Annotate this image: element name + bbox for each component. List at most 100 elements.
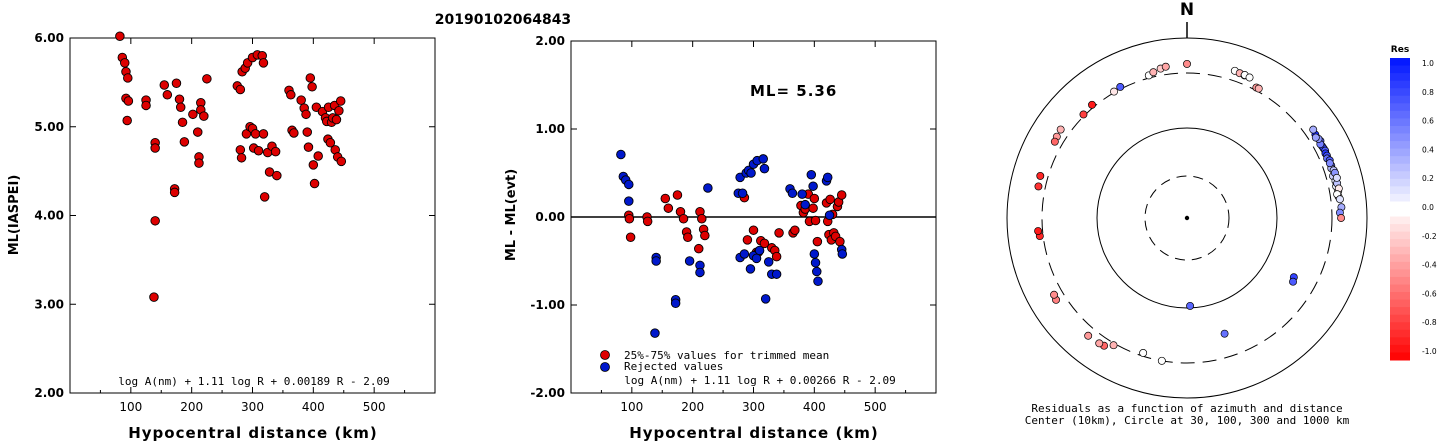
caption-line-2: Center (10km), Circle at 30, 100, 300 an… bbox=[1025, 414, 1350, 427]
colorbar-segment bbox=[1390, 292, 1410, 301]
y-tick-label: 0.00 bbox=[535, 210, 565, 224]
circle-300km bbox=[1041, 72, 1333, 364]
trimmed-point bbox=[683, 232, 693, 242]
station-point bbox=[1034, 182, 1043, 191]
trimmed-point bbox=[774, 228, 784, 238]
colorbar-segment bbox=[1390, 231, 1410, 240]
station-point bbox=[1325, 159, 1334, 168]
legend-rejected-label: Rejected values bbox=[624, 360, 723, 373]
data-point bbox=[235, 84, 246, 95]
colorbar-segment bbox=[1390, 95, 1410, 104]
colorbar-segment bbox=[1390, 284, 1410, 293]
ml-vs-distance-plot: 2.00 3.00 4.00 5.00 6.00 100 200 300 400 500 ML(… bbox=[7, 31, 436, 441]
data-point bbox=[305, 73, 316, 83]
data-point bbox=[308, 160, 319, 170]
x-tick-label: 500 bbox=[363, 400, 386, 414]
rejected-point bbox=[822, 172, 833, 183]
data-point bbox=[202, 74, 212, 84]
data-point bbox=[307, 82, 317, 92]
data-point bbox=[192, 127, 203, 137]
colorbar-segment bbox=[1390, 156, 1410, 165]
rejected-point bbox=[760, 294, 771, 304]
x-tick-label: 400 bbox=[302, 400, 325, 414]
station-point bbox=[1161, 62, 1170, 71]
rejected-point bbox=[771, 269, 782, 279]
station-point bbox=[1095, 339, 1104, 348]
data-point bbox=[171, 78, 182, 89]
north-label: N bbox=[1180, 0, 1194, 20]
station-residual-points bbox=[1034, 59, 1346, 365]
colorbar-segment bbox=[1390, 103, 1410, 112]
y-axis-ticks: -2.00 -1.00 0.00 1.00 2.00 bbox=[530, 34, 936, 400]
x-tick-label: 100 bbox=[119, 400, 142, 414]
colorbar-segment bbox=[1390, 329, 1410, 338]
data-point bbox=[115, 31, 125, 41]
magnitude-formula: log A(nm) + 1.11 log R + 0.00266 R - 2.0… bbox=[624, 374, 896, 387]
y-tick-label: 5.00 bbox=[34, 120, 64, 134]
rejected-point bbox=[751, 253, 762, 264]
trimmed-point bbox=[790, 225, 800, 235]
colorbar-segment bbox=[1390, 58, 1410, 67]
y-tick-label: -2.00 bbox=[530, 386, 565, 400]
x-tick-label: 200 bbox=[180, 400, 203, 414]
y-tick-label: -1.00 bbox=[530, 298, 565, 312]
station-point bbox=[1337, 214, 1346, 222]
rejected-point bbox=[800, 199, 810, 210]
data-point bbox=[336, 156, 347, 167]
station-point bbox=[1149, 68, 1158, 77]
colorbar-segment bbox=[1390, 344, 1410, 353]
circle-30km bbox=[1144, 175, 1230, 261]
rejected-point bbox=[651, 256, 661, 266]
x-axis-ticks: 100 200 300 400 500 bbox=[99, 38, 406, 414]
colorbar-segment bbox=[1390, 88, 1410, 97]
data-point bbox=[179, 137, 190, 147]
station-point bbox=[1050, 137, 1059, 146]
data-point bbox=[301, 109, 311, 120]
plot-frame bbox=[69, 37, 436, 394]
y-tick-label: 1.00 bbox=[535, 122, 565, 136]
legend-blue-marker bbox=[600, 362, 610, 372]
colorbar-segment bbox=[1390, 163, 1410, 172]
data-point bbox=[236, 153, 247, 163]
data-point bbox=[302, 127, 313, 137]
rejected-point bbox=[650, 328, 660, 338]
data-points bbox=[115, 31, 347, 302]
colorbar-segment bbox=[1390, 216, 1410, 225]
rejected-point bbox=[670, 298, 681, 308]
figure-title: 20190102064843 bbox=[435, 12, 571, 28]
trimmed-point bbox=[678, 214, 689, 224]
rejected-point bbox=[810, 258, 821, 268]
rejected-point bbox=[737, 188, 748, 198]
station-point bbox=[1311, 133, 1320, 142]
colorbar-segment bbox=[1390, 141, 1410, 150]
data-point bbox=[253, 145, 264, 156]
x-axis-label: Hypocentral distance (km) bbox=[629, 424, 879, 441]
legend-red-marker bbox=[600, 350, 610, 360]
colorbar-segment bbox=[1390, 307, 1410, 316]
data-point bbox=[119, 58, 130, 68]
data-point bbox=[141, 100, 151, 111]
colorbar-tick-label: 1.0 bbox=[1422, 59, 1434, 68]
colorbar-segment bbox=[1390, 254, 1410, 263]
rejected-point bbox=[759, 163, 770, 174]
rejected-point bbox=[797, 189, 807, 199]
colorbar-segment bbox=[1390, 133, 1410, 142]
data-point bbox=[270, 146, 281, 157]
trimmed-point bbox=[694, 243, 704, 254]
ml-value-label: ML= 5.36 bbox=[750, 82, 837, 100]
trimmed-point bbox=[663, 203, 674, 213]
colorbar-segment bbox=[1390, 118, 1410, 127]
trimmed-point bbox=[812, 236, 823, 247]
colorbar-segment bbox=[1390, 239, 1410, 248]
colorbar-tick-label: 0.0 bbox=[1422, 203, 1434, 212]
trimmed-point bbox=[697, 214, 707, 224]
residual-vs-distance-plot: -2.00 -1.00 0.00 1.00 2.00 100 200 300 400 500 M… bbox=[504, 34, 937, 441]
data-point bbox=[335, 96, 346, 106]
station-point bbox=[1183, 59, 1191, 68]
station-point bbox=[1056, 125, 1065, 134]
rejected-point bbox=[624, 196, 634, 206]
rejected-point bbox=[684, 256, 695, 266]
colorbar-segment bbox=[1390, 314, 1410, 323]
azimuth-residual-plot: N Residuals as a function of azimuth and… bbox=[1006, 0, 1437, 427]
